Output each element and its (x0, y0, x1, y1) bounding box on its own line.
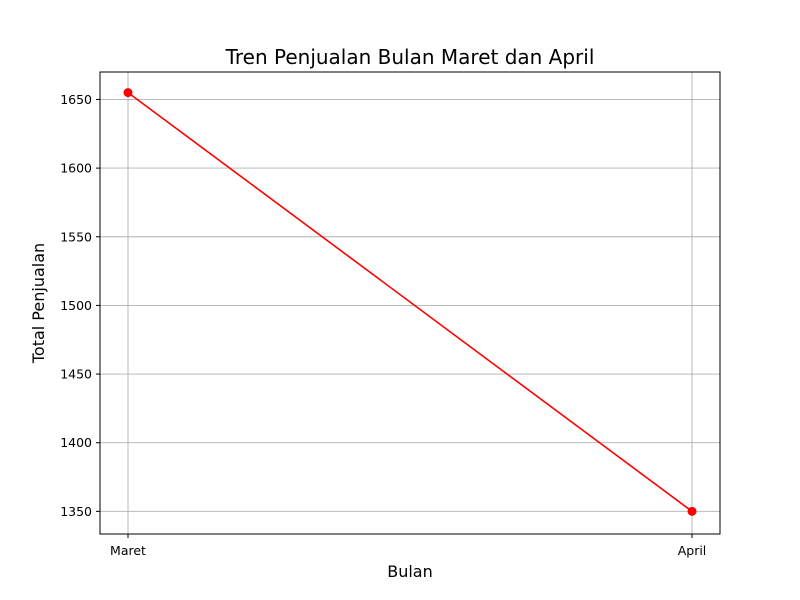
x-axis-label: Bulan (387, 562, 433, 581)
y-tick-label: 1550 (60, 229, 92, 244)
plot-frame (99, 71, 721, 535)
x-axis-ticks: Maret April (110, 534, 706, 558)
y-tick-label: 1500 (60, 298, 92, 313)
grid-layer (100, 72, 720, 534)
data-point (687, 506, 697, 516)
x-tick-label: Maret (110, 543, 146, 558)
y-axis-label: Total Penjualan (29, 243, 48, 364)
data-point (123, 88, 133, 98)
series-line (127, 91, 693, 512)
chart-title: Tren Penjualan Bulan Maret dan April (225, 45, 595, 69)
x-tick-label: April (678, 543, 707, 558)
y-tick-label: 1350 (60, 504, 92, 519)
y-axis-ticks: 1350 1400 1450 1500 1550 1600 1650 (60, 92, 100, 519)
series-layer (123, 88, 697, 516)
y-tick-label: 1600 (60, 161, 92, 176)
y-tick-label: 1400 (60, 435, 92, 450)
y-tick-label: 1450 (60, 367, 92, 382)
y-tick-label: 1650 (60, 92, 92, 107)
